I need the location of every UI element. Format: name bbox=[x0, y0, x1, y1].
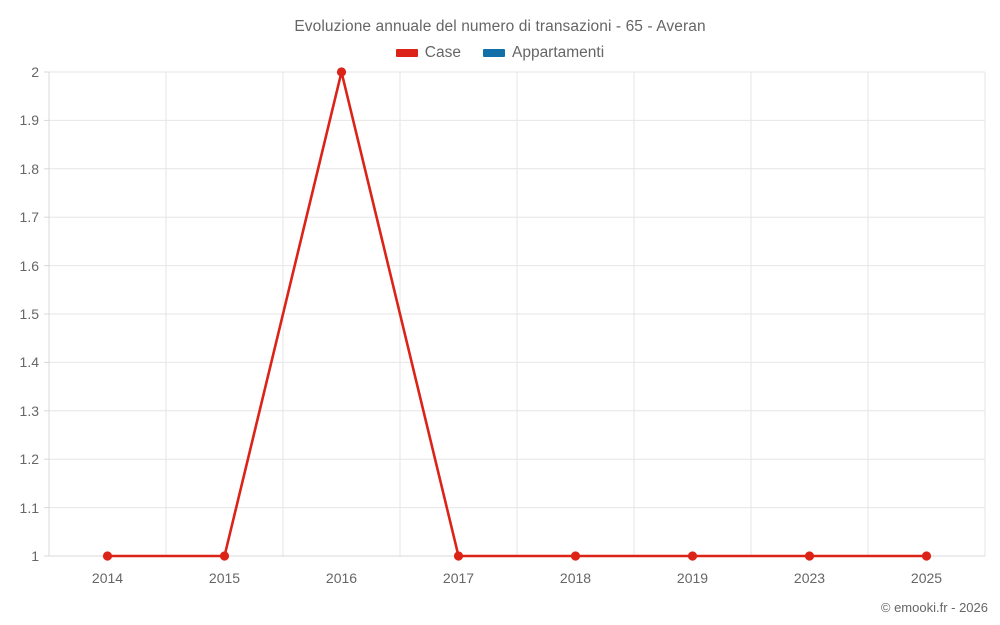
legend-item-case[interactable]: Case bbox=[395, 44, 461, 62]
y-axis-tick-label: 1.8 bbox=[19, 160, 39, 177]
y-axis-tick-label: 1 bbox=[31, 548, 39, 564]
chart-title: Evoluzione annuale del numero di transaz… bbox=[294, 18, 706, 35]
data-point-case[interactable] bbox=[453, 551, 464, 561]
y-axis-tick-label: 1.5 bbox=[19, 306, 39, 322]
x-axis-tick-label: 2023 bbox=[793, 570, 826, 586]
x-axis-tick-label: 2017 bbox=[442, 570, 475, 586]
x-axis-tick-label: 2015 bbox=[208, 570, 241, 586]
x-axis-tick-label: 2025 bbox=[910, 570, 943, 586]
y-axis-tick-label: 1.3 bbox=[19, 402, 39, 419]
x-axis-tick-label: 2016 bbox=[325, 570, 358, 586]
data-point-case[interactable] bbox=[921, 551, 932, 561]
legend-swatch-case bbox=[395, 49, 418, 57]
credits-text: © emooki.fr - 2026 bbox=[880, 600, 988, 615]
y-axis-tick-label: 1.1 bbox=[19, 499, 39, 516]
x-axis-tick-label: 2018 bbox=[559, 570, 592, 586]
legend-label-appartamenti: Appartamenti bbox=[511, 44, 605, 61]
y-axis-tick-label: 1.9 bbox=[19, 112, 39, 129]
data-point-case[interactable] bbox=[336, 67, 347, 77]
data-point-case[interactable] bbox=[804, 551, 815, 561]
data-point-case[interactable] bbox=[687, 551, 698, 561]
data-point-case[interactable] bbox=[219, 551, 230, 561]
legend-label-case: Case bbox=[424, 44, 461, 61]
chart-legend: Case Appartamenti bbox=[0, 44, 1000, 62]
y-axis-tick-label: 1.7 bbox=[19, 209, 39, 226]
data-point-case[interactable] bbox=[102, 551, 113, 561]
series-line-case bbox=[106, 70, 928, 558]
y-axis-tick-label: 1.4 bbox=[19, 354, 39, 371]
y-axis-tick-label: 1.2 bbox=[19, 451, 39, 468]
data-point-case[interactable] bbox=[570, 551, 581, 561]
y-axis-tick-label: 2 bbox=[31, 64, 39, 80]
legend-swatch-appartamenti bbox=[482, 49, 505, 57]
x-axis-tick-label: 2019 bbox=[676, 570, 709, 586]
x-axis-tick-label: 2014 bbox=[91, 570, 124, 586]
legend-item-appartamenti[interactable]: Appartamenti bbox=[482, 44, 605, 62]
y-axis-tick-label: 1.6 bbox=[19, 257, 39, 274]
